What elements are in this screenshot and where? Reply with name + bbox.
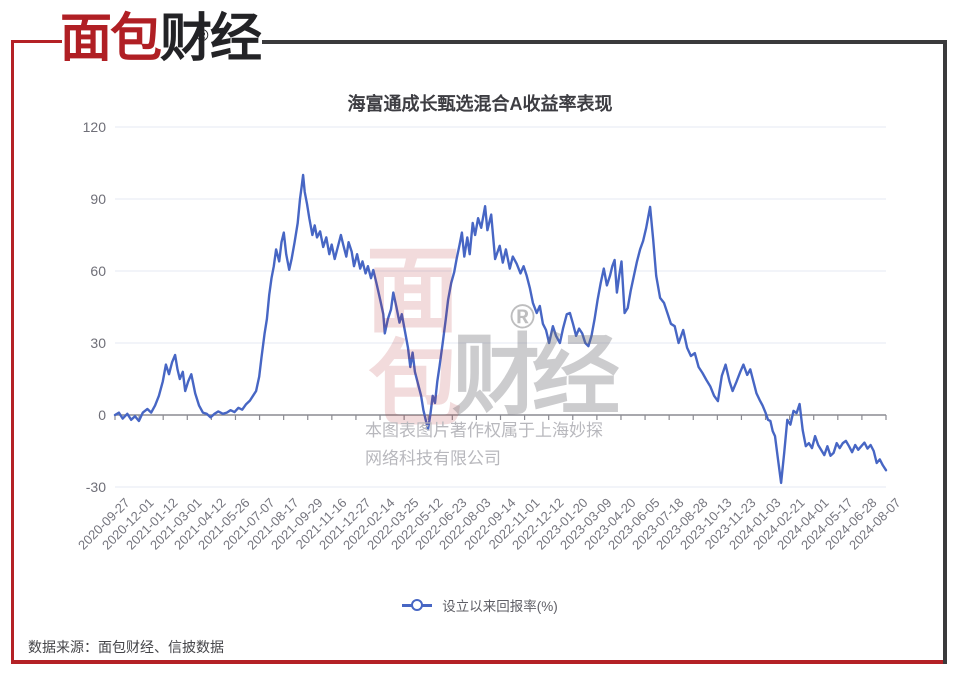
frame-right-line xyxy=(943,40,947,664)
frame-left-line xyxy=(11,40,14,664)
frame-top-dark-line xyxy=(262,40,947,44)
y-tick-label: 90 xyxy=(90,191,106,207)
y-tick-label: 60 xyxy=(90,263,106,279)
frame-bottom-line xyxy=(11,660,947,664)
registered-trademark-icon: ® xyxy=(196,26,209,45)
chart-title: 海富通成长甄选混合A收益率表现 xyxy=(347,94,613,114)
legend-line-marker-icon xyxy=(402,599,433,611)
legend-marker-circle xyxy=(411,599,424,611)
frame-top-red-line xyxy=(11,40,62,43)
watermark-logo-char-top: 面 xyxy=(366,238,461,343)
watermark-logo-char-bottom: 包 xyxy=(368,332,463,437)
series-line xyxy=(113,173,888,485)
y-tick-label: -30 xyxy=(85,479,106,495)
data-source-note: 数据来源：面包财经、信披数据 xyxy=(28,639,224,655)
watermark-logo-chars-right: 财经 xyxy=(452,326,620,425)
logo-text-sub: 财经 xyxy=(160,10,262,68)
watermark-copyright-line2: 网络科技有限公司 xyxy=(365,449,501,468)
watermark-registered-icon: ® xyxy=(510,298,536,336)
legend-item[interactable]: 设立以来回报率(%) xyxy=(0,595,960,615)
brand-logo: 面包财经 ® xyxy=(60,8,262,70)
y-tick-label: 0 xyxy=(98,407,106,423)
watermark-copyright-line1: 本图表图片著作权属于上海妙探 xyxy=(365,421,603,440)
y-tick-label: 120 xyxy=(82,119,106,135)
y-tick-label: 30 xyxy=(90,335,106,351)
legend-label: 设立以来回报率(%) xyxy=(442,599,558,614)
logo-text-main: 面包 xyxy=(60,10,162,68)
